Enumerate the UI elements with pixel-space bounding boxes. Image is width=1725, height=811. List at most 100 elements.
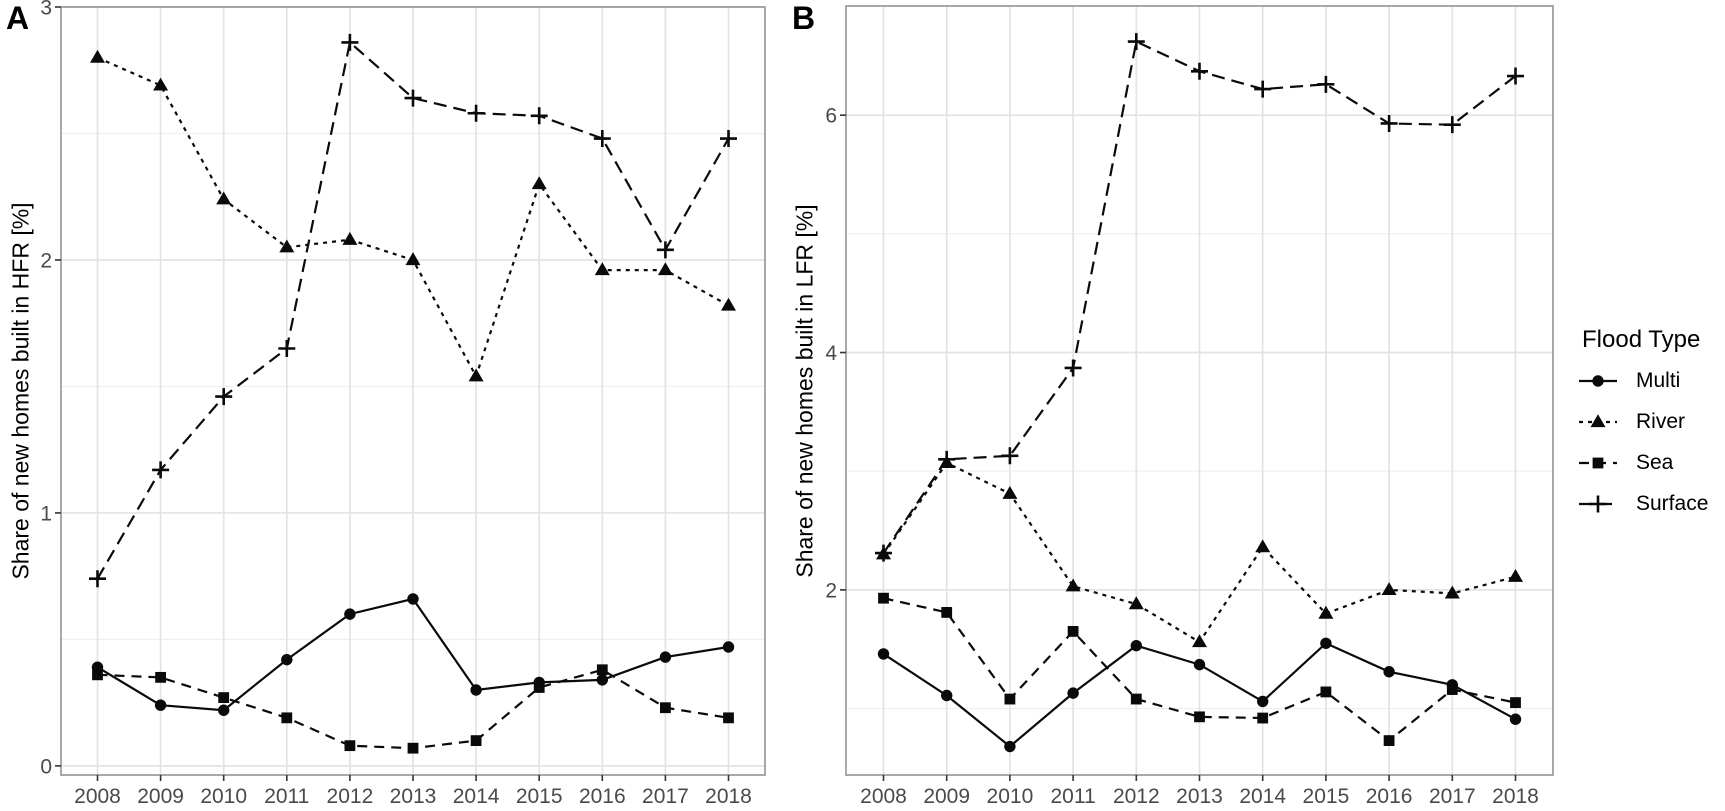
triangle-marker (153, 77, 169, 91)
circle-marker (1067, 687, 1079, 699)
square-marker (878, 592, 889, 604)
square-marker (1194, 711, 1205, 723)
circle-marker (1592, 375, 1604, 387)
plus-marker (1317, 75, 1335, 93)
circle-marker (1193, 658, 1206, 671)
panel-b-letter: B (792, 0, 816, 36)
square-marker (1592, 457, 1604, 469)
square-marker (1004, 693, 1016, 705)
x-tick-label: 2009 (137, 785, 184, 808)
triangle-marker (279, 239, 295, 253)
circle-marker (722, 641, 735, 653)
plus-marker (938, 450, 956, 468)
square-marker (533, 682, 545, 693)
x-tick-label: 2014 (453, 785, 500, 808)
square-marker (344, 740, 356, 752)
square-marker (155, 671, 166, 683)
square-marker (218, 692, 230, 703)
circle-marker (470, 684, 482, 696)
triangle-marker (90, 49, 105, 63)
series-surface-line (96, 40, 730, 580)
legend-item-river: River (1578, 409, 1724, 435)
x-tick-label: 2015 (516, 785, 563, 808)
triangle-marker (1002, 485, 1018, 499)
y-tick-label: 2 (825, 579, 837, 602)
legend-item-label: Sea (1636, 451, 1674, 474)
square-marker (407, 742, 419, 754)
square-marker (723, 712, 734, 724)
x-tick-label: 2015 (1303, 785, 1350, 808)
plus-marker (215, 388, 233, 406)
circle-legend-key-icon (1579, 375, 1617, 387)
plus-marker (1191, 62, 1208, 80)
y-tick-label: 1 (40, 502, 52, 525)
series-multi-markers (91, 593, 735, 716)
x-tick-label: 2018 (705, 785, 752, 808)
x-tick-label: 2018 (1492, 785, 1539, 808)
circle-marker (1130, 639, 1143, 652)
triangle-marker (721, 297, 736, 311)
y-tick-label: 4 (825, 342, 837, 365)
circle-marker (1320, 637, 1332, 649)
square-marker (92, 669, 103, 681)
series-surface-markers (89, 33, 737, 588)
circle-marker (407, 593, 419, 605)
plus-marker (278, 340, 296, 358)
triangle-marker (405, 252, 421, 266)
triangle-marker (1065, 578, 1081, 592)
triangle-marker (216, 191, 232, 205)
legend-item-label: Surface (1636, 492, 1709, 515)
triangle-marker (1318, 605, 1334, 619)
triangle-marker (1192, 634, 1207, 648)
legend-item-label: River (1636, 410, 1686, 433)
panel-a: 0 1 2 3 2008 2009 2010 2011 2012 2013 2014 2015 2016… (40, 0, 766, 808)
triangle-marker (657, 262, 673, 276)
circle-marker (344, 608, 356, 620)
y-tick-label: 3 (40, 0, 52, 20)
circle-marker (1383, 666, 1395, 678)
legend-item-sea: Sea (1578, 450, 1724, 476)
square-marker (1320, 686, 1332, 698)
x-tick-label: 2016 (1366, 785, 1413, 808)
triangle-marker (594, 262, 610, 276)
triangle-marker (468, 368, 484, 382)
square-legend-key-icon (1579, 457, 1617, 469)
triangle-marker (1590, 414, 1606, 428)
x-tick-label: 2013 (390, 785, 437, 808)
triangle-marker (531, 176, 547, 190)
y-tick-label: 0 (40, 755, 52, 778)
square-marker (470, 735, 482, 746)
circle-marker (877, 648, 890, 660)
legend-item-multi: Multi (1578, 368, 1724, 394)
panel-b-y-axis-title: Share of new homes built in LFR [%] (791, 204, 818, 578)
square-marker (1257, 712, 1269, 724)
x-tick-label: 2010 (200, 785, 247, 808)
x-tick-label: 2014 (1239, 785, 1286, 808)
square-marker (1130, 693, 1142, 705)
x-tick-label: 2017 (642, 785, 689, 808)
x-tick-label: 2011 (264, 785, 309, 808)
x-tick-label: 2017 (1429, 785, 1476, 808)
series-river-markers (90, 49, 736, 382)
circle-marker (1257, 695, 1269, 708)
legend-items: Multi River Sea Surface (1578, 368, 1724, 517)
series-sea-markers (92, 664, 734, 754)
plus-marker (875, 544, 892, 562)
plus-marker (1064, 359, 1082, 377)
square-marker (1067, 626, 1079, 637)
triangle-marker (1508, 569, 1523, 582)
square-marker (1510, 697, 1521, 709)
x-tick-label: 2013 (1176, 785, 1223, 808)
series-surface-markers (875, 33, 1524, 562)
plus-marker (341, 33, 359, 51)
square-marker (941, 607, 953, 618)
panel-a-letter: A (6, 0, 30, 36)
circle-marker (1509, 713, 1522, 725)
plus-marker (1001, 447, 1019, 465)
square-marker (660, 702, 671, 714)
plus-marker (152, 461, 170, 479)
x-tick-label: 2011 (1051, 785, 1096, 808)
square-marker (596, 664, 608, 676)
legend-title: Flood Type (1582, 326, 1701, 353)
